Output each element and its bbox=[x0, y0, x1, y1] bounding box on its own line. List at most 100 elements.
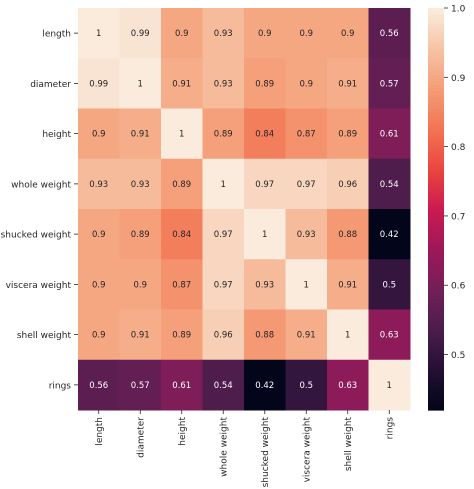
heatmap-cell bbox=[161, 8, 203, 59]
heatmap-cell bbox=[161, 108, 203, 160]
colorbar-segment bbox=[428, 329, 444, 334]
colorbar-segment bbox=[428, 21, 444, 26]
colorbar-segment bbox=[428, 75, 444, 79]
heatmap-cell bbox=[202, 359, 245, 411]
colorbar-segment bbox=[428, 51, 444, 56]
heatmap-cell bbox=[368, 359, 411, 411]
colorbar-segment bbox=[428, 71, 444, 76]
y-tick-label: length bbox=[42, 30, 71, 40]
cell-annotation: 0.89 bbox=[131, 230, 150, 240]
colorbar-segment bbox=[428, 162, 444, 167]
colorbar-segment bbox=[428, 138, 444, 143]
cell-annotation: 0.63 bbox=[380, 331, 399, 341]
colorbar-segment bbox=[428, 38, 444, 43]
colorbar-segment bbox=[428, 289, 444, 294]
cell-annotation: 1 bbox=[262, 230, 267, 240]
heatmap-cell bbox=[244, 108, 286, 160]
heatmap-cell bbox=[244, 209, 286, 260]
colorbar-segment bbox=[428, 229, 444, 234]
colorbar-segment bbox=[428, 98, 444, 103]
colorbar-segment bbox=[428, 115, 444, 120]
colorbar-segment bbox=[428, 11, 444, 16]
colorbar-segment bbox=[428, 292, 444, 297]
heatmap-cell bbox=[285, 209, 328, 260]
cell-annotation: 0.42 bbox=[380, 230, 399, 240]
heatmap-cell bbox=[244, 259, 286, 310]
colorbar-segment bbox=[428, 54, 444, 59]
colorbar-segment bbox=[428, 349, 444, 354]
heatmap-cell bbox=[78, 158, 120, 210]
colorbar-segment bbox=[428, 182, 444, 187]
heatmap-cell bbox=[78, 108, 120, 160]
heatmap-cell bbox=[244, 8, 286, 59]
heatmap-cell bbox=[244, 359, 286, 411]
y-tick-label: whole weight bbox=[11, 180, 71, 190]
heatmap-cells bbox=[78, 8, 411, 411]
colorbar-segment bbox=[428, 95, 444, 100]
cell-annotation: 0.93 bbox=[255, 280, 274, 290]
cell-annotation: 0.9 bbox=[92, 230, 106, 240]
cell-annotation: 0.89 bbox=[172, 331, 191, 341]
heatmap-cell bbox=[202, 58, 245, 109]
colorbar-segment bbox=[428, 48, 444, 53]
colorbar-segment bbox=[428, 88, 444, 93]
heatmap-cell bbox=[244, 58, 286, 109]
x-tick-label: shell weight bbox=[344, 417, 354, 472]
heatmap-cell bbox=[285, 259, 328, 310]
colorbar-segment bbox=[428, 222, 444, 227]
cell-annotation: 0.57 bbox=[380, 79, 399, 89]
colorbar-segment bbox=[428, 259, 444, 264]
colorbar-segment bbox=[428, 269, 444, 274]
cell-annotation: 0.9 bbox=[92, 331, 106, 341]
colorbar-segment bbox=[428, 58, 444, 63]
colorbar-tick-label: 0.6 bbox=[451, 282, 466, 292]
colorbar-segment bbox=[428, 14, 444, 19]
cell-annotation: 0.5 bbox=[299, 381, 313, 391]
colorbar-segment bbox=[428, 356, 444, 361]
colorbar-segment bbox=[428, 316, 444, 321]
colorbar-segment bbox=[428, 255, 444, 260]
colorbar-segment bbox=[428, 195, 444, 200]
colorbar-segment bbox=[428, 8, 444, 12]
colorbar-segment bbox=[428, 145, 444, 150]
colorbar-segment bbox=[428, 165, 444, 170]
heatmap-cell bbox=[285, 309, 328, 361]
x-tick-label: whole weight bbox=[219, 417, 229, 477]
colorbar-tick-label: 1.0 bbox=[451, 5, 466, 15]
y-tick-label: height bbox=[42, 130, 71, 140]
colorbar-segment bbox=[428, 359, 444, 364]
colorbar-segment bbox=[428, 245, 444, 250]
cell-annotation: 0.97 bbox=[214, 280, 233, 290]
colorbar-segment bbox=[428, 28, 444, 33]
colorbar: 0.5 0.6 0.7 0.8 0.9 1.0 bbox=[428, 5, 466, 411]
colorbar-segment bbox=[428, 383, 444, 388]
colorbar-segment bbox=[428, 175, 444, 180]
heatmap-cell bbox=[327, 309, 369, 361]
colorbar-segment bbox=[428, 118, 444, 123]
colorbar-segment bbox=[428, 299, 444, 304]
cell-annotation: 0.97 bbox=[214, 230, 233, 240]
colorbar-segment bbox=[428, 209, 444, 213]
colorbar-segment bbox=[428, 279, 444, 284]
heatmap-cell bbox=[202, 209, 245, 260]
heatmap-cell bbox=[368, 309, 411, 361]
cell-annotation: 0.89 bbox=[214, 130, 233, 140]
heatmap-cell bbox=[161, 359, 203, 411]
heatmap-cell bbox=[244, 158, 286, 210]
cell-annotation: 0.91 bbox=[338, 79, 357, 89]
colorbar-segment bbox=[428, 158, 444, 163]
heatmap-cell bbox=[119, 158, 162, 210]
heatmap-cell bbox=[161, 209, 203, 260]
x-tick-label: height bbox=[178, 417, 188, 446]
cell-annotation: 0.91 bbox=[172, 79, 191, 89]
colorbar-segment bbox=[428, 185, 444, 190]
colorbar-segment bbox=[428, 386, 444, 391]
colorbar-segment bbox=[428, 389, 444, 394]
heatmap-cell bbox=[285, 58, 328, 109]
colorbar-segment bbox=[428, 262, 444, 267]
cell-annotation: 0.89 bbox=[338, 130, 357, 140]
colorbar-segment bbox=[428, 205, 444, 210]
cell-annotation: 0.63 bbox=[338, 381, 357, 391]
colorbar-segment bbox=[428, 332, 444, 337]
colorbar-segment bbox=[428, 403, 444, 408]
